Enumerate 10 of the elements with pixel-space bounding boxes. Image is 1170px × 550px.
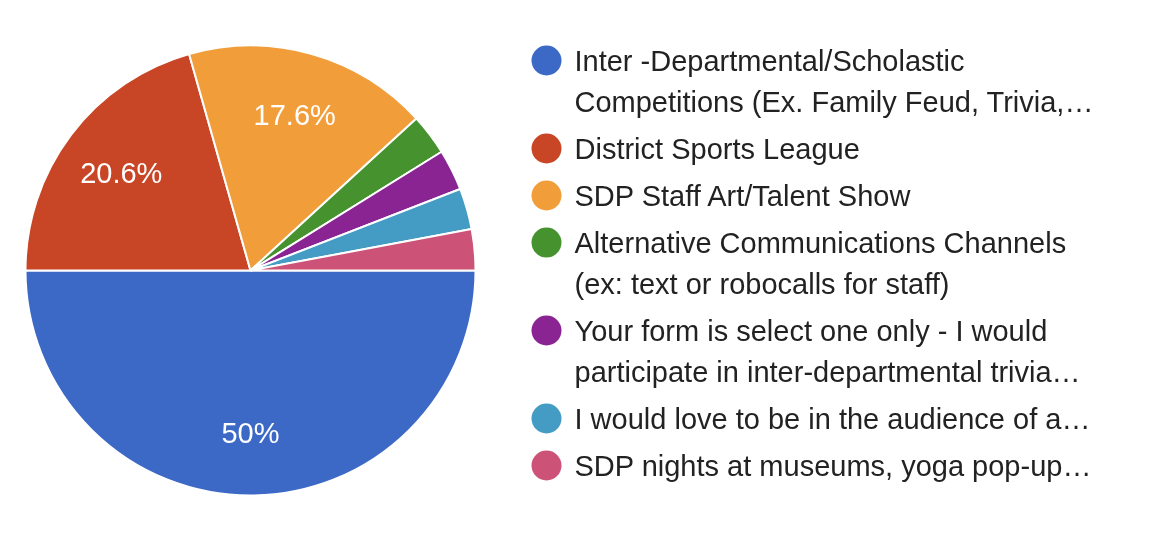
legend-label: SDP Staff Art/Talent Show xyxy=(574,179,912,212)
data-label: 50% xyxy=(221,416,280,449)
data-label: 17.6% xyxy=(253,98,336,131)
data-label: 20.6% xyxy=(80,156,163,189)
legend-label: Alternative Communications Channels (ex: text or robocalls for staff) xyxy=(574,226,1067,300)
legend-label: Inter -Departmental/Scholastic Competitions (Ex. Family Feud, Trivia,… xyxy=(574,44,1094,118)
legend-label: I would love to be in the audience of a… xyxy=(574,402,1091,435)
legend-label: Your form is select one only - I would participate in inter-departmental trivia… xyxy=(574,314,1081,388)
legend-label: District Sports League xyxy=(574,132,860,165)
legend-label: SDP nights at museums, yoga pop-up… xyxy=(574,449,1092,482)
